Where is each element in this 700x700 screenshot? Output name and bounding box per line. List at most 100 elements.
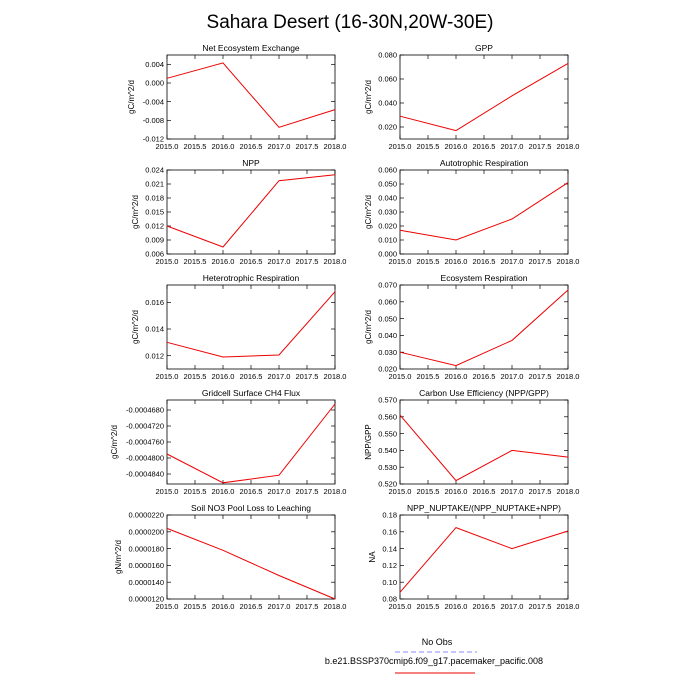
panel-title: Carbon Use Efficiency (NPP/GPP): [419, 388, 549, 398]
x-tick-label: 2015.0: [156, 487, 179, 496]
x-tick-label: 2017.0: [268, 257, 291, 266]
y-tick-label: 0.000: [378, 250, 397, 259]
y-tick-label: 0.14: [382, 544, 397, 553]
y-tick-label: 0.006: [145, 250, 164, 259]
y-tick-label: 0.050: [378, 180, 397, 189]
y-tick-label: 0.020: [378, 365, 397, 374]
x-tick-label: 2016.5: [240, 372, 263, 381]
y-tick-label: 0.040: [378, 331, 397, 340]
x-tick-label: 2018.0: [557, 602, 580, 611]
x-tick-label: 2017.0: [501, 257, 524, 266]
x-tick-label: 2016.0: [212, 257, 235, 266]
x-tick-label: 2015.5: [184, 487, 207, 496]
y-tick-label: -0.0004800: [126, 454, 164, 463]
y-tick-label: 0.540: [378, 446, 397, 455]
y-tick-label: 0.004: [145, 60, 164, 69]
y-tick-label: 0.0000180: [129, 544, 164, 553]
y-tick-label: 0.050: [378, 314, 397, 323]
x-tick-label: 2016.0: [445, 372, 468, 381]
y-tick-label: 0.040: [378, 194, 397, 203]
x-tick-label: 2017.5: [529, 257, 552, 266]
x-tick-label: 2015.0: [156, 142, 179, 151]
legend-obs-label: No Obs: [422, 637, 453, 647]
y-tick-label: 0.060: [378, 75, 397, 84]
plot-frame: [166, 54, 336, 140]
x-tick-label: 2017.5: [296, 487, 319, 496]
y-tick-label: 0.16: [382, 528, 397, 537]
x-tick-label: 2015.0: [389, 257, 412, 266]
x-tick-label: 2018.0: [557, 257, 580, 266]
x-tick-label: 2015.0: [389, 372, 412, 381]
series-line: [166, 62, 336, 128]
x-tick-label: 2018.0: [324, 602, 347, 611]
y-tick-label: 0.014: [145, 325, 164, 334]
series-line: [399, 182, 569, 241]
panel-3: NPP 2015.0 2015.5 2016.0 2016.5 2017.0 2017.5 2…: [131, 158, 346, 266]
x-tick-label: 2015.5: [417, 142, 440, 151]
y-tick-label: 0.560: [378, 413, 397, 422]
x-tick-label: 2018.0: [324, 372, 347, 381]
x-tick-label: 2018.0: [324, 142, 347, 151]
x-tick-label: 2018.0: [557, 372, 580, 381]
x-tick-label: 2017.0: [268, 487, 291, 496]
y-tick-label: -0.0004840: [126, 470, 164, 479]
y-tick-label: 0.020: [378, 222, 397, 231]
panel-title: Net Ecosystem Exchange: [202, 43, 300, 53]
panel-title: Ecosystem Respiration: [441, 273, 528, 283]
plot-frame: [399, 169, 569, 255]
x-tick-label: 2016.5: [240, 602, 263, 611]
x-tick-label: 2017.0: [268, 372, 291, 381]
x-tick-label: 2015.0: [156, 257, 179, 266]
x-tick-label: 2017.5: [296, 142, 319, 151]
x-tick-label: 2016.5: [240, 257, 263, 266]
x-tick-label: 2017.5: [529, 372, 552, 381]
x-tick-label: 2015.5: [417, 372, 440, 381]
legend: No Obs b.e21.BSSP370cmip6.f09_g17.pacema…: [325, 637, 543, 674]
y-axis-label: gN/m^2/d: [114, 540, 123, 574]
y-tick-label: 0.550: [378, 429, 397, 438]
y-axis-label: gC/m^2/d: [131, 195, 140, 229]
x-tick-label: 2018.0: [324, 257, 347, 266]
x-tick-label: 2016.5: [240, 487, 263, 496]
x-tick-label: 2015.5: [417, 487, 440, 496]
y-tick-label: 0.080: [378, 51, 397, 60]
x-tick-label: 2016.0: [445, 602, 468, 611]
x-tick-label: 2017.0: [268, 602, 291, 611]
x-tick-label: 2016.0: [212, 487, 235, 496]
panel-9: Soil NO3 Pool Loss to Leaching 2015.0 2015…: [114, 503, 346, 611]
x-tick-label: 2017.0: [501, 142, 524, 151]
x-tick-label: 2017.5: [529, 602, 552, 611]
x-tick-label: 2017.0: [501, 487, 524, 496]
y-axis-label: gC/m^2/d: [364, 310, 373, 344]
series-line: [399, 414, 569, 482]
x-tick-label: 2015.5: [184, 372, 207, 381]
plot-frame: [166, 514, 336, 600]
y-tick-label: 0.060: [378, 298, 397, 307]
plot-frame: [399, 399, 569, 485]
y-tick-label: 0.020: [378, 123, 397, 132]
x-tick-label: 2017.5: [529, 487, 552, 496]
panel-5: Heterotrophic Respiration 2015.0 2015.5 201…: [131, 273, 346, 381]
y-tick-label: 0.18: [382, 511, 397, 520]
x-tick-label: 2017.0: [501, 602, 524, 611]
y-tick-label: -0.004: [143, 97, 164, 106]
x-tick-label: 2015.5: [417, 257, 440, 266]
y-tick-label: 0.570: [378, 396, 397, 405]
y-tick-label: 0.530: [378, 463, 397, 472]
y-tick-label: -0.0004680: [126, 406, 164, 415]
x-tick-label: 2018.0: [557, 142, 580, 151]
y-tick-label: 0.000: [145, 79, 164, 88]
series-line: [399, 527, 569, 593]
legend-model-label: b.e21.BSSP370cmip6.f09_g17.pacemaker_pac…: [325, 656, 543, 666]
y-tick-label: 0.0000220: [129, 511, 164, 520]
x-tick-label: 2016.0: [212, 602, 235, 611]
y-axis-label: gC/m^2/d: [110, 425, 119, 459]
y-tick-label: -0.008: [143, 116, 164, 125]
x-tick-label: 2015.0: [389, 487, 412, 496]
y-tick-label: 0.10: [382, 578, 397, 587]
y-tick-label: 0.070: [378, 281, 397, 290]
panel-grid: Net Ecosystem Exchange 2015.0 2015.5 2016.0…: [110, 43, 579, 611]
y-tick-label: 0.009: [145, 236, 164, 245]
y-tick-label: 0.010: [378, 236, 397, 245]
